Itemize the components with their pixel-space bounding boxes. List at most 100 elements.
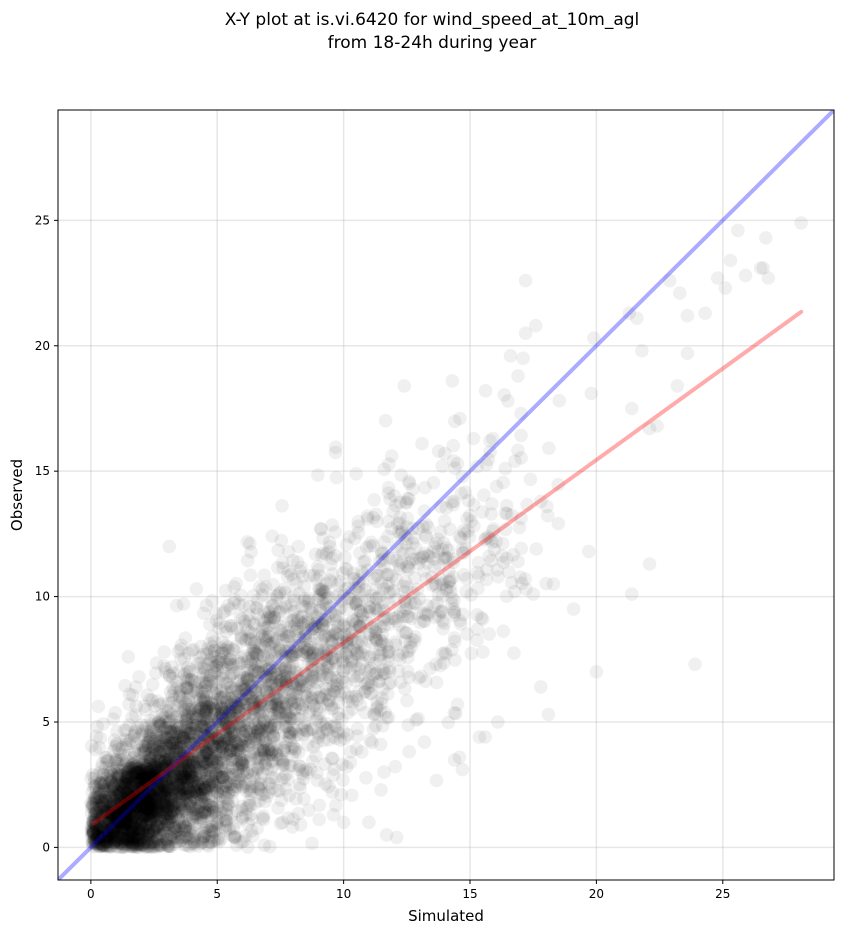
scatter-point [759,231,773,245]
scatter-point [199,702,213,716]
scatter-point [438,514,452,528]
scatter-point [135,838,149,852]
scatter-points [84,216,808,854]
scatter-point [471,566,485,580]
scatter-point [304,601,318,615]
scatter-point [177,597,191,611]
scatter-point [739,269,753,283]
scatter-point [327,762,341,776]
scatter-point [460,585,474,599]
scatter-point [313,707,327,721]
scatter-point [219,639,233,653]
scatter-point [359,771,373,785]
scatter-point [681,347,695,361]
scatter-point [291,555,305,569]
scatter-point [99,790,113,804]
scatter-point [138,699,152,713]
scatter-point [188,838,202,852]
scatter-point [152,746,166,760]
scatter-point [476,645,490,659]
chart-title: X-Y plot at is.vi.6420 for wind_speed_at… [225,10,640,30]
scatter-point [349,467,363,481]
scatter-point [306,755,320,769]
scatter-point [541,509,555,523]
scatter-point [379,414,393,428]
scatter-point [253,642,267,656]
scatter-point [385,449,399,463]
scatter-point [514,542,528,556]
scatter-point [232,758,246,772]
scatter-point [756,261,770,275]
scatter-point [274,586,288,600]
scatter-point [154,729,168,743]
scatter-point [367,511,381,525]
scatter-point [313,799,327,813]
scatter-point [402,475,416,489]
scatter-point [208,666,222,680]
scatter-point [402,644,416,658]
scatter-point [272,706,286,720]
scatter-point [369,581,383,595]
scatter-point [90,769,104,783]
scatter-point [262,606,276,620]
scatter-point [276,759,290,773]
scatter-point [430,774,444,788]
scatter-point [298,719,312,733]
scatter-point [235,803,249,817]
scatter-point [146,678,160,692]
scatter-point [115,748,129,762]
scatter-point [329,440,343,454]
scatter-point [427,476,441,490]
scatter-point [242,632,256,646]
scatter-point [408,571,422,585]
scatter-point [164,714,178,728]
scatter-point [463,509,477,523]
scatter-point [110,725,124,739]
scatter-point [625,402,639,416]
scatter-point [513,521,527,535]
scatter-point [524,473,538,487]
scatter-point [419,674,433,688]
scatter-point [698,306,712,320]
scatter-point [382,481,396,495]
scatter-point [388,612,402,626]
scatter-point [197,606,211,620]
scatter-point [455,487,469,501]
scatter-point [279,740,293,754]
scatter-point [209,607,223,621]
scatter-point [182,647,196,661]
scatter-point [376,682,390,696]
scatter-point [246,763,260,777]
scatter-point [308,683,322,697]
scatter-point [172,782,186,796]
scatter-point [360,541,374,555]
scatter-point [315,595,329,609]
scatter-point [530,542,544,556]
scatter-point [385,522,399,536]
scatter-point [448,605,462,619]
scatter-point [225,667,239,681]
scatter-point [312,813,326,827]
scatter-point [326,518,340,532]
scatter-point [136,769,150,783]
scatter-point [363,600,377,614]
scatter-point [398,682,412,696]
scatter-point [218,691,232,705]
scatter-point [180,682,194,696]
scatter-point [248,657,262,671]
scatter-point [185,804,199,818]
scatter-point [376,628,390,642]
scatter-point [341,690,355,704]
scatter-point [271,561,285,575]
scatter-point [107,712,121,726]
scatter-point [427,599,441,613]
scatter-point [367,707,381,721]
scatter-point [382,568,396,582]
scatter-point [248,729,262,743]
scatter-point [144,714,158,728]
scatter-point [496,537,510,551]
scatter-point [275,534,289,548]
scatter-point [363,734,377,748]
scatter-point [471,582,485,596]
